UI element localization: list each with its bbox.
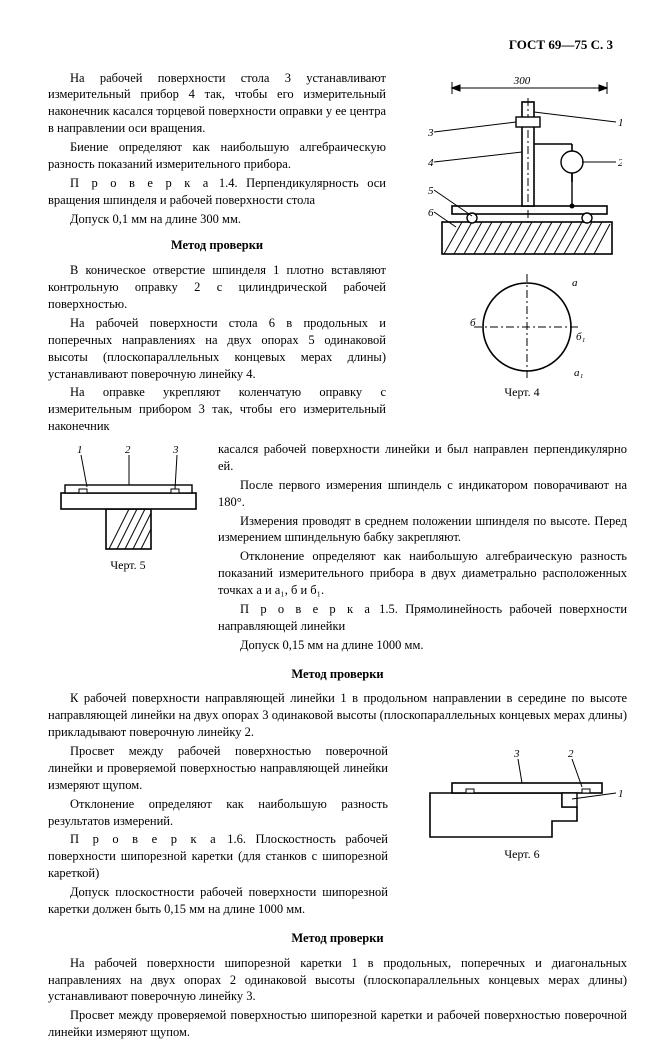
p: На рабочей поверхности шипорезной каретк… (48, 955, 627, 1006)
fig6-svg: 3 2 1 (422, 749, 622, 844)
svg-text:а: а (572, 277, 578, 289)
p: Биение определяют как наибольшую алгебра… (48, 139, 386, 173)
check-lead: П р о в е р к а (70, 176, 210, 190)
svg-text:300: 300 (513, 75, 531, 87)
section-3: Просвет между рабочей поверхностью повер… (48, 743, 627, 920)
p: В коническое отверстие шпинделя 1 плотно… (48, 262, 386, 313)
fig5-caption: Черт. 5 (48, 557, 208, 573)
svg-text:4: 4 (428, 157, 434, 169)
p: На рабочей поверхности стола 3 устанавли… (48, 70, 386, 138)
fig5-svg: 1 2 3 (51, 445, 206, 555)
svg-text:1: 1 (618, 788, 622, 800)
method-heading: Метод проверки (48, 930, 627, 947)
sec3-text: Просвет между рабочей поверхностью повер… (48, 743, 388, 920)
svg-text:5: 5 (428, 185, 434, 197)
p: Отклонение определяют как наибольшую раз… (48, 796, 388, 830)
p: П р о в е р к а 1.4. Перпендикулярность … (48, 175, 386, 209)
svg-text:2: 2 (618, 157, 622, 169)
method-heading: Метод проверки (48, 237, 386, 254)
p: П р о в е р к а 1.6. Плоскостность рабоч… (48, 831, 388, 882)
check-num: 1.5. (379, 602, 398, 616)
svg-text:2: 2 (568, 749, 574, 760)
p: На рабочей поверхности стола 6 в продоль… (48, 315, 386, 383)
fig6-caption: Черт. 6 (417, 846, 627, 862)
svg-text:3: 3 (513, 749, 520, 760)
check-lead: П р о в е р к а (70, 832, 218, 846)
p: Просвет между проверяемой поверхностью ш… (48, 1007, 627, 1041)
svg-text:б₁: б₁ (576, 331, 586, 343)
fig4-svg: 300 (422, 72, 622, 382)
p: К рабочей поверхности направляющей линей… (48, 690, 627, 741)
svg-text:а₁: а₁ (574, 367, 584, 379)
page-header: ГОСТ 69—75 С. 3 (48, 36, 627, 54)
check-num: 1.6. (227, 832, 246, 846)
svg-text:1: 1 (618, 117, 622, 129)
svg-text:3: 3 (427, 127, 434, 139)
method-heading: Метод проверки (48, 666, 627, 683)
svg-text:6: 6 (428, 207, 434, 219)
svg-text:1: 1 (77, 445, 83, 456)
p: П р о в е р к а 1.5. Прямолинейность раб… (218, 601, 627, 635)
p: На оправке укрепляют коленчатую оправку … (48, 384, 386, 435)
fig4-caption: Черт. 4 (417, 384, 627, 400)
svg-text:б: б (470, 317, 476, 329)
p: Допуск 0,1 мм на длине 300 мм. (48, 211, 386, 228)
svg-text:2: 2 (125, 445, 131, 456)
section-2: 1 2 3 Черт. 5 касался рабочей поверхност… (48, 441, 627, 656)
p: касался рабочей поверхности линейки и бы… (218, 441, 627, 475)
p: Отклонение определяют как наибольшую алг… (218, 548, 627, 599)
p: Просвет между рабочей поверхностью повер… (48, 743, 388, 794)
check-num: 1.4. (219, 176, 238, 190)
page: ГОСТ 69—75 С. 3 На рабочей поверхности с… (0, 0, 661, 936)
p: После первого измерения шпиндель с индик… (218, 477, 627, 511)
p: Допуск плоскостности рабочей поверхности… (48, 884, 388, 918)
sec1-text: На рабочей поверхности стола 3 устанавли… (48, 70, 386, 438)
figure-6: 3 2 1 Черт. 6 (417, 743, 627, 862)
check-lead: П р о в е р к а (240, 602, 372, 616)
figure-4: 300 (417, 70, 627, 400)
svg-text:3: 3 (172, 445, 179, 456)
section-1: На рабочей поверхности стола 3 устанавли… (48, 70, 627, 438)
figure-5: 1 2 3 Черт. 5 (48, 441, 208, 573)
sec2-text: касался рабочей поверхности линейки и бы… (218, 441, 627, 656)
p: Допуск 0,15 мм на длине 1000 мм. (218, 637, 627, 654)
p: Измерения проводят в среднем положении ш… (218, 513, 627, 547)
